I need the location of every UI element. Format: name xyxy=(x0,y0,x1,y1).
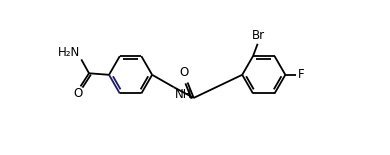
Text: O: O xyxy=(74,87,83,100)
Text: O: O xyxy=(180,66,189,79)
Text: H₂N: H₂N xyxy=(57,46,80,59)
Text: F: F xyxy=(298,68,304,81)
Text: NH: NH xyxy=(174,88,192,101)
Text: Br: Br xyxy=(252,29,265,42)
